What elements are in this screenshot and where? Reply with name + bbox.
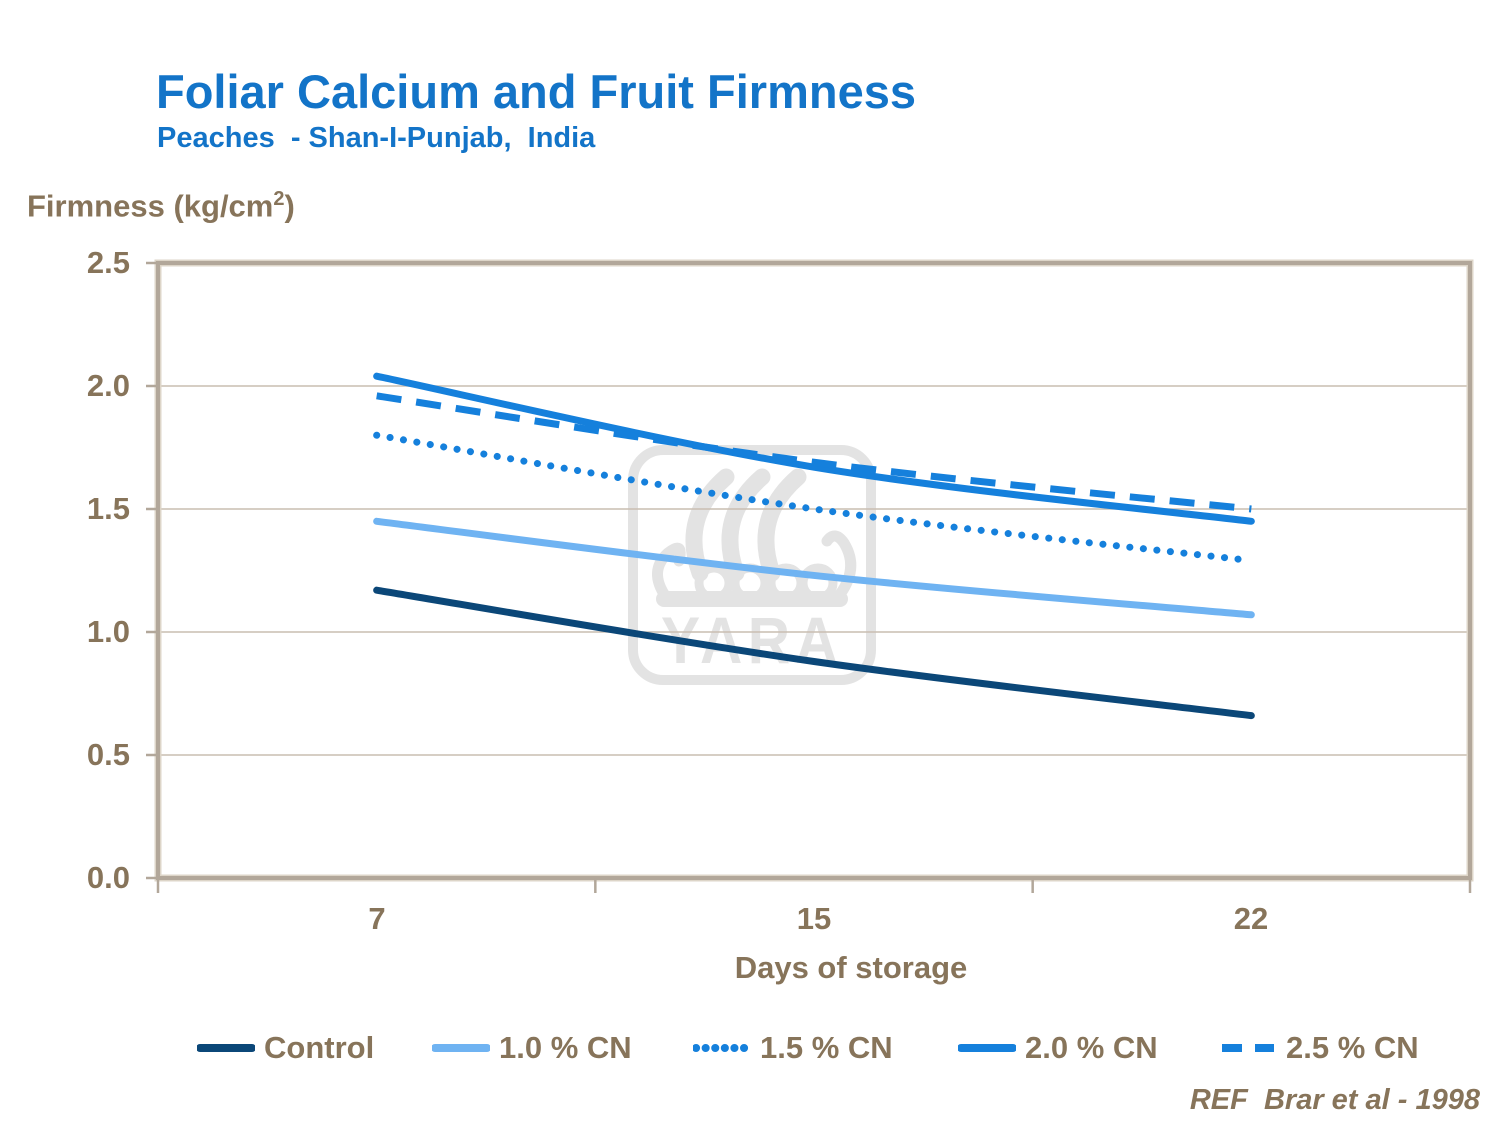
series-line-2-5-cn [376,392,1252,513]
y-tick-label: 0.0 [86,860,130,895]
series-lines [373,372,1255,720]
legend-line-dashed-icon [1219,1041,1277,1055]
legend-item-1-0-cn: 1.0 % CN [431,1028,632,1068]
axis-ticks [146,261,1472,893]
series-line-control [373,586,1255,720]
y-tick-label: 2.5 [86,245,130,280]
page-title: Foliar Calcium and Fruit Firmness [156,65,916,118]
y-tick-label: 0.5 [86,737,130,772]
page-subtitle: Peaches - Shan-I-Punjab, India [157,122,596,154]
y-tick-label: 1.0 [86,614,130,649]
legend-item-2-5-cn: 2.5 % CN [1219,1028,1419,1068]
y-tick-label: 2.0 [86,368,130,403]
series-line-1-5-cn [373,431,1255,565]
plot-frame [154,259,1474,882]
y-axis-title-text: Firmness (kg/cm [27,188,274,224]
x-tick-label: 15 [796,901,832,936]
legend-line-solid-navy-icon [196,1041,256,1055]
legend-item-control: Control [196,1028,375,1068]
viking-ship-icon [652,468,857,607]
x-axis-title: Days of storage [734,950,968,985]
y-axis-title-close: ) [284,188,295,224]
y-axis-title: Firmness (kg/cm2) [27,188,295,224]
legend-line-solid-lightblue-icon [431,1041,491,1055]
legend-line-dotted-icon [692,1041,752,1055]
legend-label: 2.0 % CN [1025,1030,1158,1065]
legend-label: Control [264,1030,375,1065]
x-tick-label: 22 [1233,901,1269,936]
legend-label: 1.0 % CN [499,1030,632,1065]
y-tick-label: 1.5 [86,491,130,526]
series-line-1-0-cn [373,517,1255,619]
legend-label: 2.5 % CN [1286,1030,1419,1065]
legend-label: 1.5 % CN [760,1030,893,1065]
legend-line-solid-blue-icon [957,1041,1017,1055]
yara-watermark: YARA [628,445,876,685]
reference-text: REF Brar et al - 1998 [1189,1084,1480,1116]
x-tick-label: 7 [368,901,386,936]
watermark-frame [628,445,876,685]
y-axis-title-sup: 2 [273,188,285,210]
legend-item-2-0-cn: 2.0 % CN [957,1028,1158,1068]
series-line-2-0-cn [373,372,1255,525]
legend-item-1-5-cn: 1.5 % CN [692,1028,893,1068]
